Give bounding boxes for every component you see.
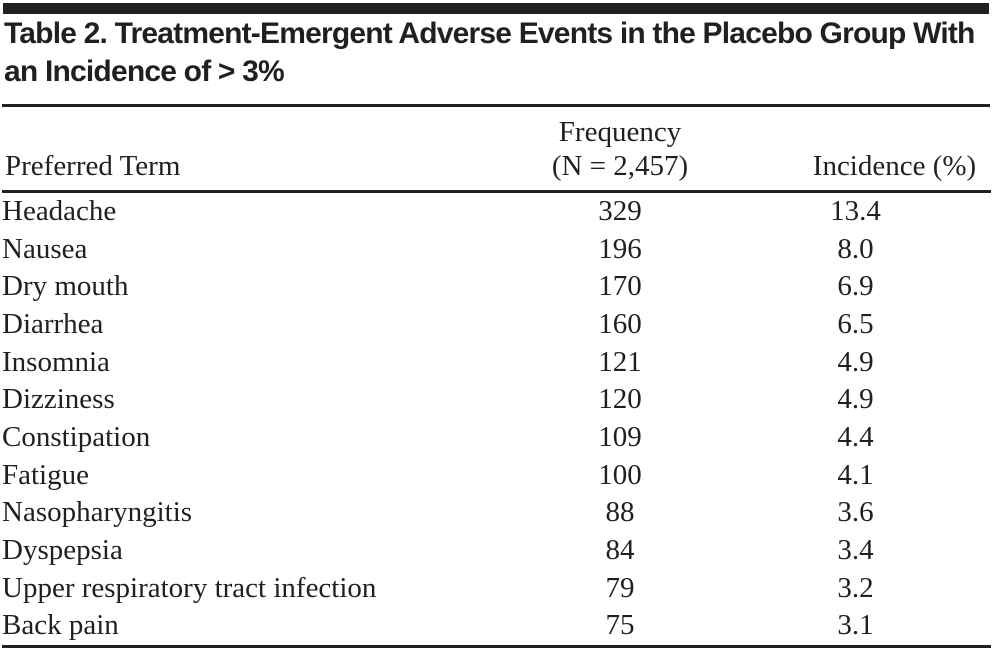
frequency-cell: 121	[598, 345, 642, 378]
table-row: Dizziness 120 4.9	[2, 381, 991, 419]
term-cell: Fatigue	[2, 458, 89, 491]
incidence-cell: 4.1	[837, 458, 874, 491]
incidence-cell: 8.0	[837, 232, 874, 265]
table-row: Nausea 196 8.0	[2, 230, 991, 268]
term-cell: Nausea	[2, 232, 88, 265]
table-row: Nasopharyngitis 88 3.6	[2, 494, 991, 532]
frequency-cell: 170	[598, 270, 642, 303]
incidence-cell: 13.4	[830, 194, 881, 227]
incidence-cell: 3.4	[837, 534, 874, 567]
top-rule	[3, 3, 989, 14]
frequency-header-line2: (N = 2,457)	[551, 149, 689, 182]
header-row: Preferred Term Frequency (N = 2,457) Inc…	[2, 107, 991, 193]
incidence-cell: 6.5	[837, 307, 874, 340]
table-row: Insomnia 121 4.9	[2, 343, 991, 381]
column-header-frequency: Frequency (N = 2,457)	[520, 107, 720, 193]
table-title: Table 2. Treatment-Emergent Adverse Even…	[4, 17, 975, 88]
frequency-cell: 109	[598, 420, 642, 453]
term-cell: Constipation	[2, 420, 151, 453]
table-row: Dyspepsia 84 3.4	[2, 532, 991, 570]
term-cell: Dizziness	[2, 383, 115, 416]
frequency-cell: 79	[605, 571, 635, 604]
incidence-cell: 4.4	[837, 420, 874, 453]
incidence-cell: 4.9	[837, 383, 874, 416]
incidence-cell: 6.9	[837, 270, 874, 303]
table-row: Upper respiratory tract infection 79 3.2	[2, 569, 991, 607]
frequency-cell: 75	[605, 609, 635, 642]
title-rule	[2, 104, 990, 107]
term-cell: Dry mouth	[2, 270, 129, 303]
table-row: Headache 329 13.4	[2, 191, 991, 230]
term-cell: Diarrhea	[2, 307, 104, 340]
column-header-incidence: Incidence (%)	[720, 107, 991, 193]
table-row: Diarrhea 160 6.5	[2, 306, 991, 344]
term-cell: Headache	[2, 194, 117, 227]
table-row: Dry mouth 170 6.9	[2, 268, 991, 306]
adverse-events-table: Preferred Term Frequency (N = 2,457) Inc…	[2, 107, 991, 648]
frequency-cell: 329	[598, 194, 642, 227]
frequency-cell: 196	[598, 232, 642, 265]
table-header: Preferred Term Frequency (N = 2,457) Inc…	[2, 107, 991, 193]
frequency-cell: 88	[605, 496, 635, 529]
term-cell: Back pain	[2, 609, 119, 642]
table-row: Constipation 109 4.4	[2, 419, 991, 457]
incidence-cell: 3.1	[837, 609, 874, 642]
frequency-cell: 120	[598, 383, 642, 416]
frequency-cell: 100	[598, 458, 642, 491]
table-body: Headache 329 13.4 Nausea 196 8.0 Dry mou…	[2, 191, 991, 646]
incidence-cell: 3.6	[837, 496, 874, 529]
column-header-preferred-term: Preferred Term	[2, 107, 520, 193]
incidence-cell: 4.9	[837, 345, 874, 378]
term-cell: Upper respiratory tract infection	[2, 571, 377, 604]
table-row: Back pain 75 3.1	[2, 607, 991, 646]
incidence-cell: 3.2	[837, 571, 874, 604]
frequency-header-line1: Frequency	[558, 115, 682, 148]
frequency-cell: 160	[598, 307, 642, 340]
table-row: Fatigue 100 4.1	[2, 456, 991, 494]
term-cell: Insomnia	[2, 345, 110, 378]
term-cell: Dyspepsia	[2, 534, 123, 567]
frequency-cell: 84	[605, 534, 635, 567]
term-cell: Nasopharyngitis	[2, 496, 193, 529]
